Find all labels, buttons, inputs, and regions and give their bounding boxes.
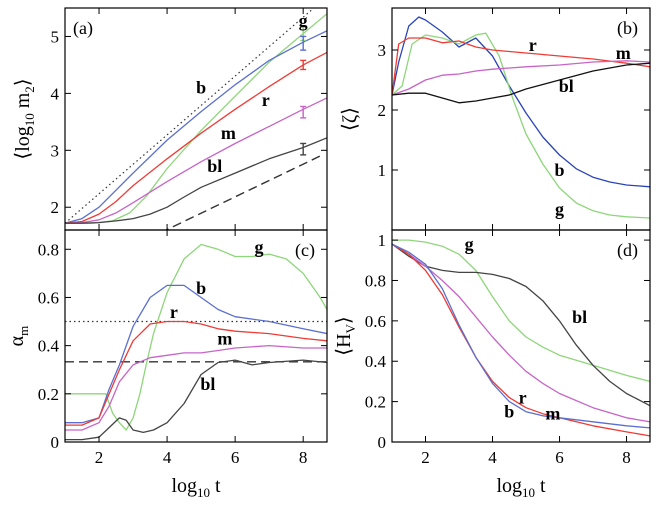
series-line-a-bl — [65, 137, 327, 224]
series-label-b-g: g — [555, 199, 564, 219]
series-line-b-g — [392, 32, 650, 219]
y-tick-label-b: 2 — [378, 101, 387, 120]
series-line-c-m — [65, 344, 327, 431]
series-label-d-m: m — [545, 404, 560, 424]
panel-c: 0 0.2 0.4 0.6 0.8 2 4 6 8 g br m bl (c) αm log10 t — [6, 229, 328, 500]
frame-a — [64, 7, 328, 231]
frame-c — [64, 229, 328, 443]
x-tick-label-d: 4 — [488, 448, 497, 467]
series-line-a-m — [65, 97, 327, 224]
y-tick-label-c: 0.6 — [38, 288, 59, 307]
series-line-b-b — [392, 16, 650, 188]
series-label-b-b: b — [555, 160, 565, 180]
y-tick-label-d: 1 — [378, 231, 387, 250]
plot-area-c — [65, 243, 327, 441]
series-line-a-b — [65, 30, 327, 224]
series-line-d-g — [392, 239, 650, 383]
panel-b: 1 2 3 r m bl bg (b) ⟨ζ⟩ — [339, 7, 651, 231]
y-tick-label-c: 0.8 — [38, 240, 59, 259]
x-tick-label-c: 6 — [231, 448, 240, 467]
x-axis-label-c: log10 t — [171, 475, 221, 500]
series-line-b-m — [392, 60, 650, 96]
series-label-c-bl: bl — [200, 374, 215, 394]
series-label-c-r: r — [170, 302, 178, 322]
panel-a: 2 3 4 5 g b r m bl (a) ⟨log10 m2⟩ — [12, 7, 328, 231]
x-tick-label-c: 4 — [163, 448, 172, 467]
y-tick-label-d: 0.4 — [365, 352, 387, 371]
series-line-d-bl — [392, 243, 650, 407]
series-label-d-g: g — [465, 234, 474, 254]
series-line-c-b — [65, 284, 327, 424]
x-tick-label-c: 2 — [95, 448, 104, 467]
x-tick-label-d: 6 — [555, 448, 564, 467]
error-bar-a-m — [300, 105, 307, 119]
frame-d — [391, 229, 651, 443]
series-label-a-bl: bl — [207, 156, 222, 176]
plot-area-b — [392, 16, 650, 219]
x-tick-label-d: 2 — [421, 448, 430, 467]
y-axis-label-b: ⟨ζ⟩ — [339, 107, 361, 131]
series-label-c-m: m — [217, 328, 232, 348]
series-label-b-bl: bl — [559, 76, 574, 96]
series-line-a-r — [65, 51, 327, 224]
series-line-d-r — [392, 243, 650, 437]
y-tick-label-d: 0.2 — [365, 393, 386, 412]
y-tick-label-b: 1 — [378, 161, 387, 180]
series-label-d-bl: bl — [572, 307, 587, 327]
series-line-c-g — [65, 243, 327, 431]
panel-label-d: (d) — [617, 240, 638, 261]
series-line-a-dotted — [65, 8, 315, 224]
series-label-a-g: g — [299, 11, 308, 31]
panel-d: 0 0.2 0.4 0.6 0.8 1 2 4 6 8 g bl rb m (d) ⟨HV⟩ log10 t — [333, 229, 651, 500]
y-tick-label-a: 5 — [51, 27, 60, 46]
series-label-c-b: b — [196, 278, 206, 298]
series-label-a-r: r — [262, 90, 270, 110]
series-line-a-dashed — [164, 155, 321, 230]
y-tick-label-d: 0 — [378, 433, 387, 452]
series-line-c-r — [65, 320, 327, 426]
x-axis-label-d: log10 t — [496, 475, 546, 500]
error-bar-a-bl — [300, 142, 307, 156]
y-tick-label-b: 3 — [378, 41, 387, 60]
plot-area-d — [392, 239, 650, 437]
panel-label-b: (b) — [617, 18, 638, 39]
series-line-c-bl — [65, 359, 327, 441]
panel-label-c: (c) — [295, 240, 315, 261]
y-axis-label-c: αm — [6, 326, 31, 347]
y-tick-label-a: 3 — [51, 141, 60, 160]
series-label-d-r: r — [519, 388, 527, 408]
series-line-d-b — [392, 243, 650, 429]
series-label-a-b: b — [196, 78, 206, 98]
y-axis-label-d: ⟨HV⟩ — [333, 316, 358, 355]
y-tick-label-d: 0.8 — [365, 271, 386, 290]
y-tick-label-d: 0.6 — [365, 312, 386, 331]
y-tick-label-a: 4 — [51, 84, 60, 103]
error-bar-a-b — [300, 35, 307, 51]
series-label-b-r: r — [529, 35, 537, 55]
series-line-b-bl — [392, 62, 650, 104]
x-tick-label-d: 8 — [622, 448, 631, 467]
series-label-b-m: m — [616, 43, 631, 63]
error-bar-a-r — [300, 59, 307, 71]
series-line-a-g — [65, 13, 327, 224]
x-tick-label-c: 8 — [299, 448, 308, 467]
y-tick-label-c: 0.2 — [38, 385, 59, 404]
series-line-b-r — [392, 37, 650, 96]
series-label-d-b: b — [504, 402, 514, 422]
y-tick-label-c: 0 — [51, 433, 60, 452]
series-label-a-m: m — [221, 123, 236, 143]
series-label-c-g: g — [254, 237, 263, 257]
y-tick-label-c: 0.4 — [38, 337, 60, 356]
y-axis-label-a: ⟨log10 m2⟩ — [12, 78, 37, 159]
plot-area-a — [65, 8, 327, 230]
y-tick-label-a: 2 — [51, 198, 60, 217]
panel-label-a: (a) — [73, 18, 93, 39]
